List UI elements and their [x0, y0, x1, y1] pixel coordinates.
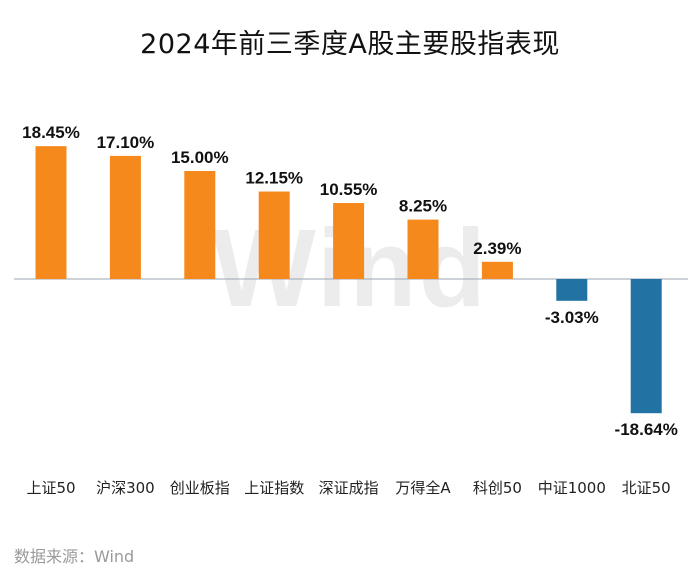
category-label-5: 万得全A — [395, 479, 451, 497]
bar-6 — [481, 261, 513, 279]
chart-title: 2024年前三季度A股主要股指表现 — [140, 29, 560, 60]
value-label-3: 12.15% — [245, 169, 303, 188]
bar-5 — [407, 219, 439, 279]
category-label-3: 上证指数 — [244, 479, 304, 497]
value-label-0: 18.45% — [22, 123, 80, 142]
value-label-8: -18.64% — [615, 420, 678, 439]
value-label-2: 15.00% — [171, 148, 229, 167]
bar-7 — [556, 279, 588, 301]
value-label-6: 2.39% — [473, 239, 521, 258]
bar-8 — [630, 279, 662, 414]
value-label-4: 10.55% — [320, 180, 378, 199]
category-label-2: 创业板指 — [170, 479, 230, 497]
category-label-4: 深证成指 — [319, 479, 379, 497]
bar-4 — [333, 203, 365, 279]
value-label-1: 17.10% — [97, 133, 155, 152]
category-label-8: 北证50 — [622, 479, 671, 497]
category-label-6: 科创50 — [473, 479, 522, 497]
value-label-5: 8.25% — [399, 197, 447, 216]
category-label-0: 上证50 — [26, 479, 75, 497]
bar-1 — [109, 155, 141, 279]
bar-3 — [258, 191, 290, 279]
value-label-7: -3.03% — [545, 308, 599, 327]
category-label-7: 中证1000 — [538, 479, 606, 497]
bar-2 — [184, 171, 216, 279]
bar-0 — [35, 146, 67, 279]
data-source: 数据来源：Wind — [14, 547, 135, 566]
bar-chart: 18.45% 上证50 17.10% 沪深300 15.00% 创业板指 12.15% 上证指… — [14, 123, 688, 497]
category-label-1: 沪深300 — [96, 479, 155, 497]
